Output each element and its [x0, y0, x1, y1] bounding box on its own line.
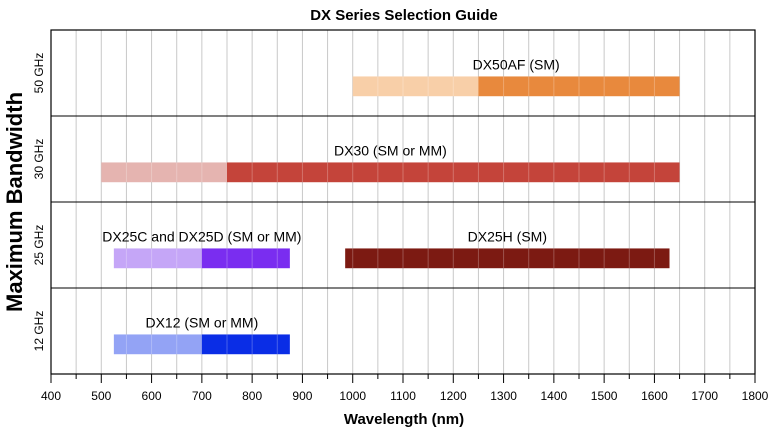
bar-segment — [113, 248, 202, 269]
bar-segment — [201, 248, 290, 269]
x-tick-label: 900 — [292, 389, 312, 403]
chart-title: DX Series Selection Guide — [310, 7, 498, 24]
x-axis-label: Wavelength (nm) — [344, 411, 464, 428]
row-label: 30 GHz — [32, 139, 46, 180]
series-label: DX25H (SM) — [468, 228, 547, 244]
series-group: DX30 (SM or MM) — [101, 142, 680, 183]
bars: DX50AF (SM) DX30 (SM or MM) DX25C and DX25… — [101, 56, 680, 355]
bar-segment — [478, 76, 680, 97]
bar-segment — [201, 334, 290, 355]
row-label: 25 GHz — [32, 225, 46, 266]
x-tick-label: 800 — [242, 389, 262, 403]
x-tick-label: 600 — [142, 389, 162, 403]
x-tick-label: 1000 — [339, 389, 366, 403]
bar-segment — [352, 76, 479, 97]
x-tick-label: 400 — [41, 389, 61, 403]
bar-segment — [101, 162, 227, 183]
series-group: DX50AF (SM) — [352, 56, 680, 97]
series-label: DX12 (SM or MM) — [145, 314, 258, 330]
bar-segment — [345, 248, 670, 269]
row-label: 50 GHz — [32, 53, 46, 94]
x-tick-label: 1700 — [691, 389, 718, 403]
x-tick-label: 1300 — [490, 389, 517, 403]
bar-segment — [113, 334, 202, 355]
x-axis: 400 500 600 700 800 900 1000 1100 1200 1300 1400 15… — [41, 374, 769, 403]
rows: 50 GHz 30 GHz 25 GHz 12 GHz — [32, 53, 755, 352]
x-tick-label: 1200 — [440, 389, 467, 403]
x-tick-label: 1400 — [541, 389, 568, 403]
x-tick-label: 500 — [91, 389, 111, 403]
x-tick-label: 1800 — [742, 389, 769, 403]
series-label: DX25C and DX25D (SM or MM) — [102, 228, 301, 244]
series-group: DX12 (SM or MM) — [113, 314, 290, 355]
series-group: DX25H (SM) — [345, 228, 670, 269]
row-label: 12 GHz — [32, 311, 46, 352]
x-tick-label: 1600 — [641, 389, 668, 403]
series-label: DX50AF (SM) — [473, 56, 560, 72]
series-label: DX30 (SM or MM) — [334, 142, 447, 158]
y-axis-label: Maximum Bandwidth — [2, 92, 27, 312]
x-tick-label: 1500 — [591, 389, 618, 403]
x-tick-label: 700 — [192, 389, 212, 403]
series-group: DX25C and DX25D (SM or MM) — [102, 228, 301, 269]
bar-segment — [227, 162, 680, 183]
x-tick-label: 1100 — [390, 389, 416, 403]
